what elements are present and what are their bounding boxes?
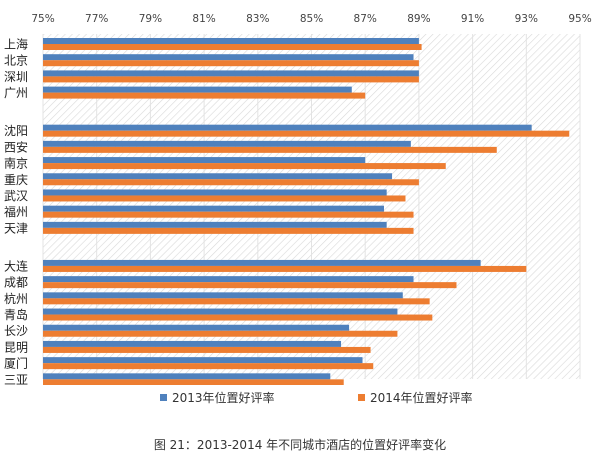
- bar-2013-15: [43, 324, 350, 331]
- bar-2013-14: [43, 308, 398, 315]
- x-tick-label: 85%: [300, 13, 323, 25]
- bar-2013-10: [43, 221, 387, 228]
- bar-2014-17: [43, 363, 374, 370]
- bar-2013-11: [43, 259, 481, 266]
- x-tick-label: 93%: [515, 13, 538, 25]
- bar-2013-7: [43, 173, 393, 180]
- bar-2013-6: [43, 157, 366, 164]
- category-label: 杭州: [4, 291, 28, 306]
- bar-2014-16: [43, 346, 371, 353]
- bar-2013-0: [43, 38, 419, 44]
- category-label: 广州: [4, 86, 28, 100]
- bar-2013-16: [43, 340, 342, 347]
- legend-swatch-2013: [160, 394, 167, 401]
- category-label: 昆明: [4, 340, 28, 354]
- bar-2014-8: [43, 195, 406, 202]
- legend-item-2013: 2013年位置好评率: [160, 389, 275, 406]
- category-label: 西安: [4, 139, 28, 154]
- bar-2014-6: [43, 163, 446, 170]
- x-tick-label: 77%: [85, 13, 108, 25]
- bar-2013-5: [43, 140, 411, 147]
- bar-2014-13: [43, 298, 430, 305]
- category-label: 武汉: [4, 189, 28, 203]
- bar-2014-14: [43, 314, 433, 321]
- x-tick-label: 87%: [354, 13, 377, 25]
- bar-2013-18: [43, 373, 331, 380]
- x-tick-label: 89%: [407, 13, 430, 25]
- bar-2014-12: [43, 282, 457, 289]
- legend-label-2013: 2013年位置好评率: [172, 391, 275, 405]
- bar-2014-9: [43, 211, 414, 218]
- category-label: 大连: [4, 258, 28, 273]
- bar-2013-12: [43, 276, 414, 283]
- bar-2013-8: [43, 189, 387, 196]
- bar-2014-7: [43, 179, 419, 186]
- x-tick-label: 75%: [31, 13, 54, 25]
- x-tick-label: 79%: [139, 13, 162, 25]
- bar-2014-11: [43, 265, 527, 272]
- legend-label-2014: 2014年位置好评率: [370, 391, 473, 405]
- category-label: 厦门: [4, 356, 28, 371]
- bar-2014-5: [43, 146, 497, 153]
- legend: 2013年位置好评率 2014年位置好评率: [0, 389, 600, 405]
- x-tick-label: 95%: [568, 13, 591, 25]
- legend-item-2014: 2014年位置好评率: [358, 389, 473, 406]
- x-tick-label: 81%: [192, 13, 215, 25]
- category-label: 青岛: [4, 307, 28, 322]
- bar-2014-10: [43, 227, 414, 234]
- category-label: 上海: [4, 37, 28, 52]
- category-label: 三亚: [4, 373, 28, 385]
- category-label: 福州: [4, 204, 28, 219]
- x-tick-label: 91%: [461, 13, 484, 25]
- bar-2013-4: [43, 124, 532, 131]
- bar-chart: 75% 77% 79% 81% 83% 85% 87% 89% 91% 93% 95% 上海北京深圳…: [4, 13, 592, 385]
- category-label: 天津: [4, 221, 28, 235]
- category-label: 北京: [4, 54, 28, 68]
- bar-2014-18: [43, 379, 344, 385]
- figure-caption: 图 21：2013-2014 年不同城市酒店的位置好评率变化: [153, 438, 447, 452]
- category-label: 成都: [4, 276, 28, 290]
- category-label: 重庆: [4, 173, 28, 187]
- bar-2013-3: [43, 86, 352, 93]
- category-label: 沈阳: [4, 123, 28, 138]
- bar-2014-15: [43, 330, 398, 337]
- x-tick-label: 83%: [246, 13, 269, 25]
- bar-2013-2: [43, 70, 419, 77]
- category-label: 南京: [4, 156, 28, 171]
- bar-2013-17: [43, 357, 363, 364]
- bar-2013-13: [43, 292, 403, 299]
- bar-2014-1: [43, 60, 419, 67]
- category-label: 长沙: [4, 324, 28, 338]
- bar-2014-2: [43, 76, 419, 83]
- bar-2014-3: [43, 92, 366, 99]
- bar-2014-4: [43, 130, 570, 137]
- bar-2014-0: [43, 44, 422, 50]
- bar-2013-1: [43, 54, 414, 61]
- category-label: 深圳: [4, 70, 28, 84]
- legend-swatch-2014: [358, 394, 365, 401]
- bar-2013-9: [43, 205, 384, 212]
